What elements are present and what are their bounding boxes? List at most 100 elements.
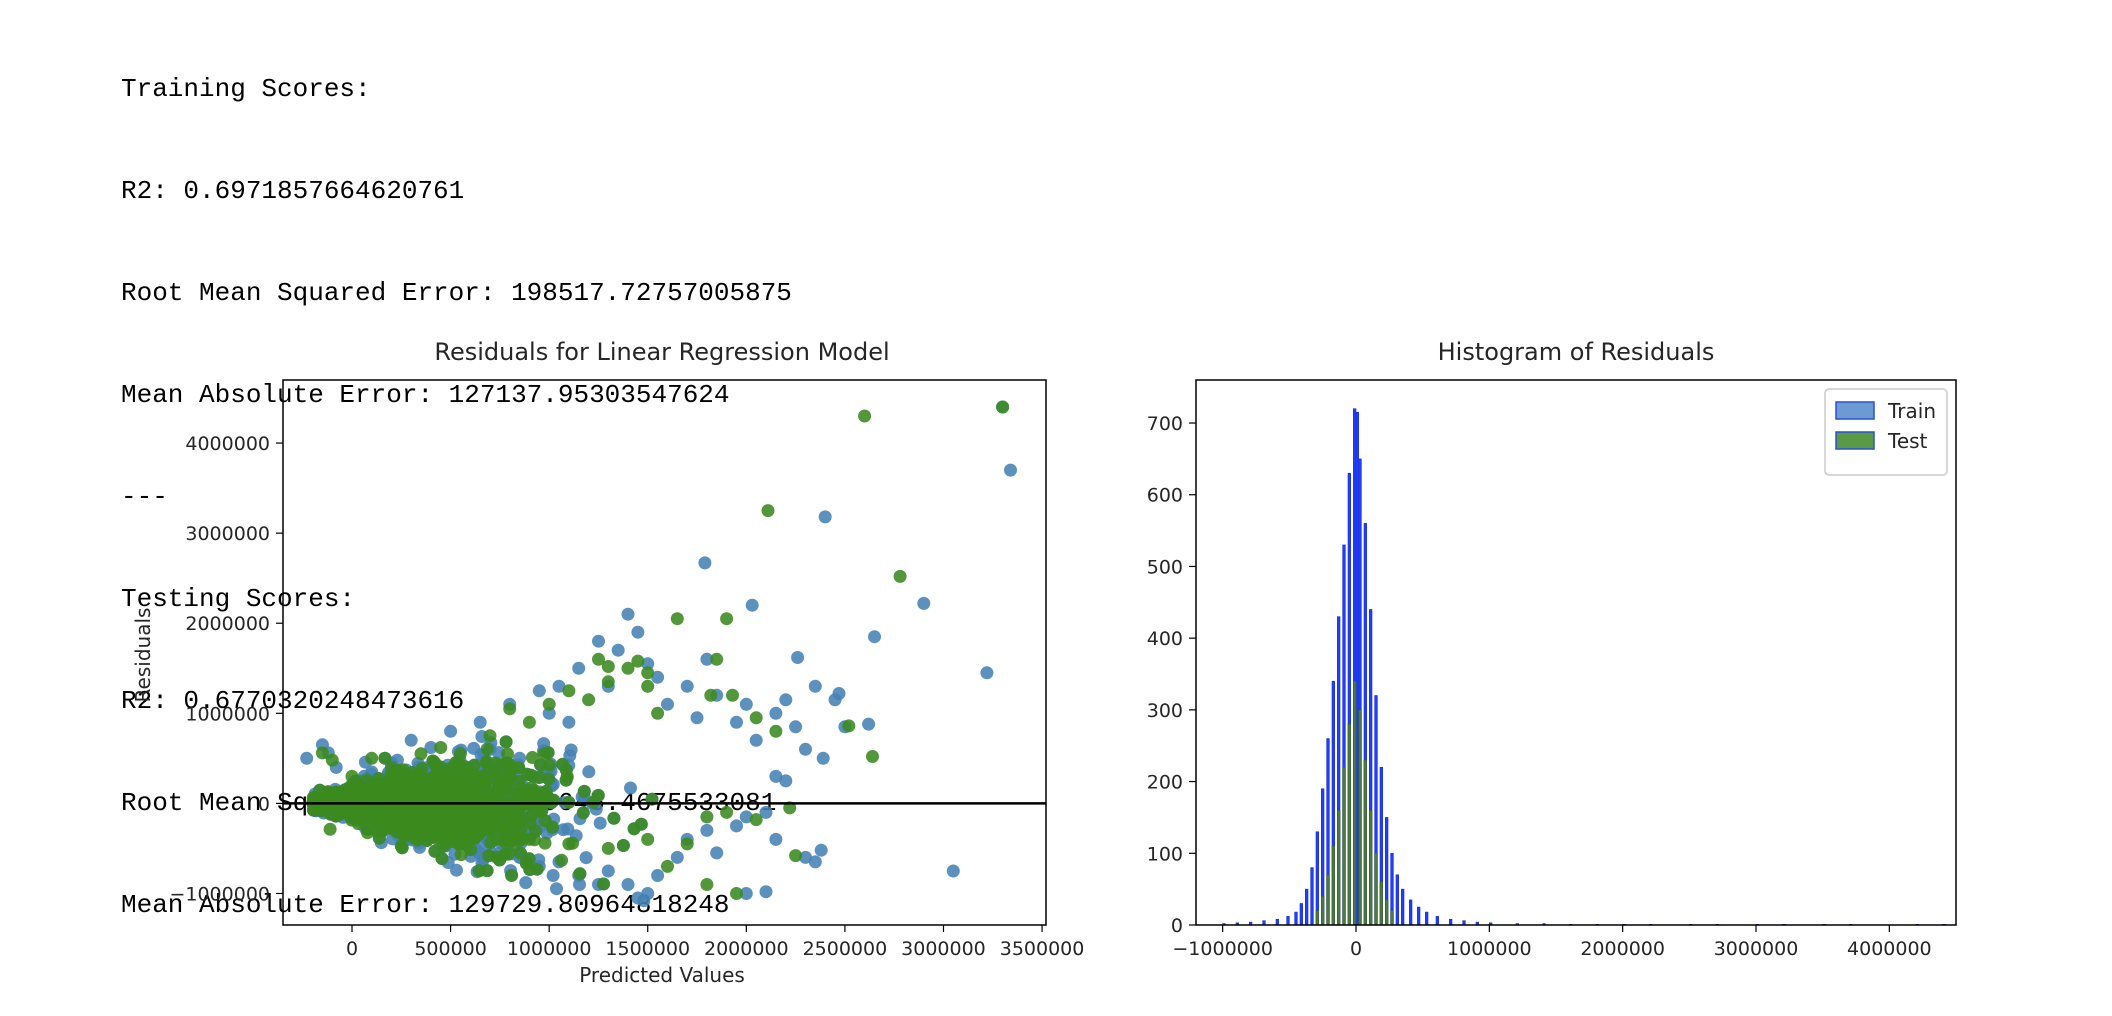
train-point xyxy=(808,855,822,869)
legend-test-label: Test xyxy=(1887,429,1928,453)
train-outlier-point xyxy=(814,843,828,857)
train-point xyxy=(641,657,655,671)
test-point xyxy=(627,822,641,836)
test-point xyxy=(573,867,587,881)
test-point xyxy=(730,887,743,900)
test-point xyxy=(789,849,803,863)
scatter-xtick-label: 3500000 xyxy=(1000,938,1085,960)
residual-histogram: −1000000 0 1000000 2000000 3000000 4000000010… xyxy=(1147,379,1957,960)
test-point xyxy=(601,841,615,855)
train-histogram-bar xyxy=(1435,916,1439,926)
test-point xyxy=(641,832,655,846)
train-point xyxy=(769,769,783,783)
test-histogram-bar xyxy=(1321,896,1325,926)
hist-xtick-label: 3000000 xyxy=(1714,938,1799,960)
train-outlier-point xyxy=(818,510,832,524)
test-outlier-point xyxy=(726,688,739,702)
train-point xyxy=(579,851,593,865)
test-point xyxy=(503,758,517,772)
test-point xyxy=(631,654,645,668)
train-point xyxy=(611,643,625,657)
train-point xyxy=(542,706,556,720)
test-histogram-bar xyxy=(1363,759,1367,926)
hist-xtick-label: 1000000 xyxy=(1447,938,1532,960)
test-point xyxy=(538,836,552,850)
test-point xyxy=(361,822,374,836)
train-point xyxy=(749,733,763,747)
test-point xyxy=(592,652,605,666)
hist-xtick-label: −1000000 xyxy=(1172,938,1273,960)
scatter-xtick-label: 500000 xyxy=(414,938,487,960)
train-point xyxy=(637,894,651,908)
train-outlier-point xyxy=(698,556,712,570)
train-point xyxy=(759,805,773,819)
test-point xyxy=(651,706,665,720)
train-point xyxy=(473,715,487,729)
test-point xyxy=(621,661,635,675)
train-outlier-point xyxy=(832,687,846,700)
train-point xyxy=(550,882,563,896)
train-point xyxy=(532,684,546,698)
test-point xyxy=(769,724,783,738)
test-point xyxy=(492,786,506,800)
test-point xyxy=(419,820,433,834)
scatter-plot-frame xyxy=(282,379,1047,926)
test-point xyxy=(560,770,574,784)
histogram-legend: Train Test xyxy=(1824,388,1948,476)
test-point xyxy=(384,760,398,774)
test-point xyxy=(389,782,403,796)
test-histogram-bar xyxy=(1379,881,1383,926)
test-point xyxy=(325,753,339,767)
train-point xyxy=(582,765,596,779)
scatter-ytick-label: 2000000 xyxy=(185,613,270,635)
test-outlier-point xyxy=(761,504,775,518)
test-point xyxy=(720,612,734,626)
test-point xyxy=(446,798,460,812)
train-point xyxy=(789,720,803,734)
test-point xyxy=(541,746,555,760)
test-point xyxy=(365,751,379,765)
train-point xyxy=(651,670,665,684)
test-point xyxy=(489,756,502,770)
output-line: Testing Scores: xyxy=(121,584,356,614)
test-histogram-bar xyxy=(1369,809,1373,926)
test-point xyxy=(530,862,544,876)
hist-ytick-label: 300 xyxy=(1147,700,1183,722)
test-point xyxy=(577,784,591,798)
train-outlier-point xyxy=(745,598,759,612)
scatter-title: Residuals for Linear Regression Model xyxy=(434,338,889,366)
train-point xyxy=(680,679,694,693)
test-outlier-point xyxy=(893,569,907,583)
hist-ytick-label: 700 xyxy=(1147,413,1183,435)
test-point xyxy=(448,781,462,795)
test-point xyxy=(491,806,505,819)
test-point xyxy=(395,841,409,855)
train-point xyxy=(651,869,665,882)
scatter-ylabel: Residuals xyxy=(131,608,155,703)
train-point xyxy=(769,832,783,846)
test-point xyxy=(420,782,434,796)
train-histogram-bar xyxy=(1409,899,1413,926)
train-point xyxy=(799,742,812,756)
test-point xyxy=(329,809,343,823)
test-point xyxy=(414,747,428,761)
test-point xyxy=(378,751,392,765)
train-histogram-bar xyxy=(1401,888,1405,926)
train-point xyxy=(700,652,714,666)
test-point xyxy=(328,790,342,804)
test-point xyxy=(472,864,486,878)
train-point xyxy=(572,661,586,675)
train-outlier-point xyxy=(862,717,876,731)
train-histogram-bar xyxy=(1355,411,1359,926)
train-point xyxy=(552,679,566,693)
train-point xyxy=(519,876,533,890)
test-point xyxy=(507,787,521,801)
train-point xyxy=(670,850,684,864)
train-point xyxy=(546,869,560,882)
output-line: --- xyxy=(121,482,168,512)
train-outlier-point xyxy=(868,630,881,644)
test-point xyxy=(468,829,482,843)
test-point xyxy=(607,811,621,825)
scatter-xtick-label: 0 xyxy=(346,938,358,960)
test-point xyxy=(483,823,497,837)
